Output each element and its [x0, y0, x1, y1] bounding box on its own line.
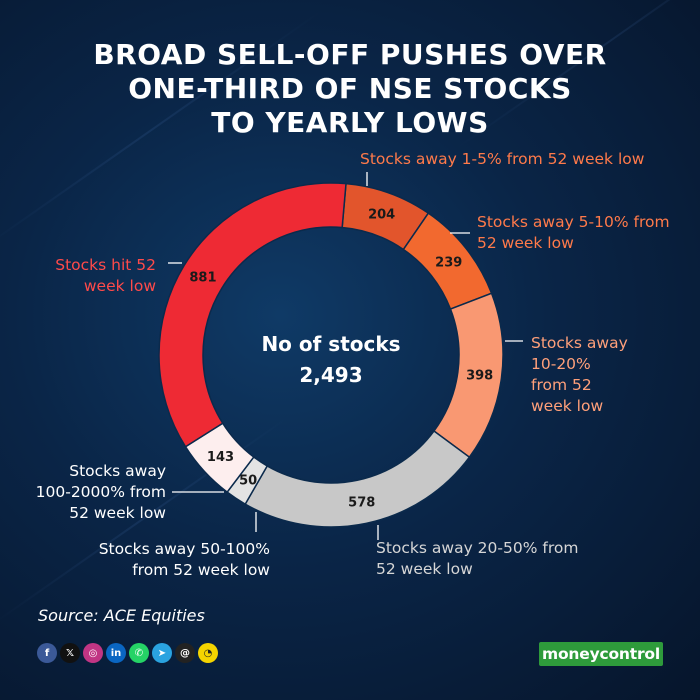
callout-label: Stocks hit 52 week low	[55, 256, 156, 295]
slice-values: 204 239 398 578 50 143 881	[189, 207, 493, 510]
chart-title: BROAD SELL-OFF PUSHES OVER ONE-THIRD OF …	[0, 38, 700, 140]
brand-logo: moneycontrol	[539, 642, 663, 666]
slice-value-label: 881	[189, 270, 216, 285]
callout-label: Stocks away 1-5% from 52 week low	[360, 150, 645, 168]
instagram-icon[interactable]: ◎	[83, 643, 103, 663]
slice-value-label: 143	[207, 450, 234, 465]
callout-leaders	[168, 172, 523, 540]
linkedin-icon[interactable]: in	[106, 643, 126, 663]
slice-value-label: 204	[368, 207, 395, 222]
title-line-1: BROAD SELL-OFF PUSHES OVER	[93, 38, 607, 71]
title-line-3: TO YEARLY LOWS	[211, 106, 489, 139]
callout-label: Stocks away 20-50% from 52 week low	[376, 539, 578, 578]
callout-label: Stocks away 5-10% from 52 week low	[477, 213, 670, 252]
snapchat-icon[interactable]: ◔	[198, 643, 218, 663]
x-icon[interactable]: 𝕏	[60, 643, 80, 663]
center-total: 2,493	[299, 363, 362, 387]
donut-slice	[244, 429, 471, 528]
threads-icon[interactable]: @	[175, 643, 195, 663]
donut-slices	[158, 182, 504, 528]
whatsapp-icon[interactable]: ✆	[129, 643, 149, 663]
callout-label: Stocks away 100-2000% from 52 week low	[36, 462, 167, 522]
title-line-2: ONE-THIRD OF NSE STOCKS	[128, 72, 572, 105]
slice-value-label: 50	[239, 474, 257, 489]
callout-labels: Stocks away 1-5% from 52 week low Stocks …	[36, 150, 670, 579]
source-note: Source: ACE Equities	[38, 606, 205, 625]
facebook-icon[interactable]: f	[37, 643, 57, 663]
telegram-icon[interactable]: ➤	[152, 643, 172, 663]
center-label: No of stocks	[261, 332, 400, 356]
callout-label: Stocks away 10-20% from 52 week low	[531, 334, 628, 415]
callout-label: Stocks away 50-100% from 52 week low	[99, 540, 271, 579]
donut-slice	[158, 182, 347, 448]
slice-value-label: 398	[466, 369, 493, 384]
slice-value-label: 578	[348, 495, 375, 510]
social-icons: f 𝕏 ◎ in ✆ ➤ @ ◔	[37, 643, 218, 665]
slice-value-label: 239	[435, 256, 462, 271]
